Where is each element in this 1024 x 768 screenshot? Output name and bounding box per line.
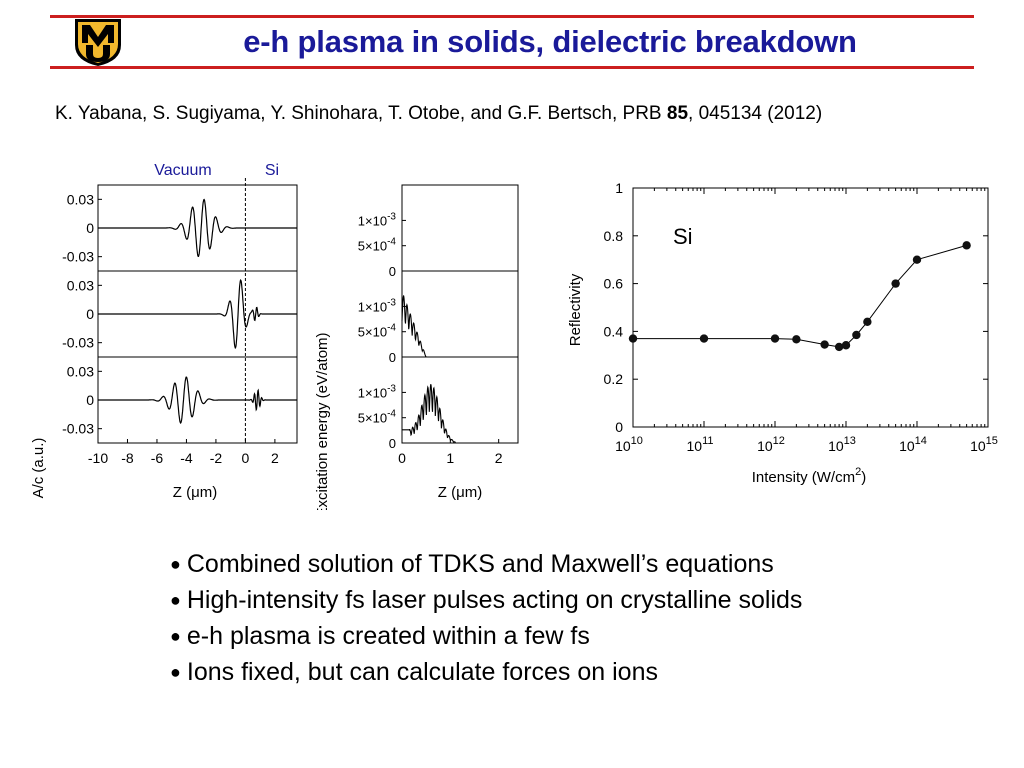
c3-ytick-label: 0.6: [604, 276, 624, 292]
c2-ytick-label: 0: [389, 350, 396, 365]
c2-xtick-label: 1: [446, 450, 454, 466]
c3-ytick-label: 0.8: [604, 228, 624, 244]
c1-xtick-label: -8: [121, 450, 134, 466]
bottom-rule: [50, 66, 974, 69]
citation-pages-year: , 045134 (2012): [688, 103, 823, 124]
c1-series-line: [98, 198, 297, 257]
c1-series-line: [98, 376, 297, 424]
c3-ytick-label: 0: [615, 419, 623, 435]
c1-xtick-label: -2: [210, 450, 223, 466]
c1-xtick-label: -10: [88, 450, 108, 466]
c3-data-point: [912, 255, 922, 264]
citation-authors: K. Yabana, S. Sugiyama, Y. Shinohara, T.…: [55, 103, 667, 124]
c1-ytick-label: 0: [86, 306, 94, 322]
c3-xtick-label: 1012: [757, 435, 785, 454]
excitation-energy-chart: 1×10-35×10-401×10-35×10-401×10-35×10-400…: [314, 184, 519, 510]
c3-xtick-label: 1013: [828, 435, 856, 454]
c2-ytick-label: 1×10-3: [358, 383, 397, 400]
c3-ytick-label: 0.2: [604, 371, 624, 387]
bullet-dot-icon: ●: [170, 554, 181, 574]
c1-ytick-label: -0.03: [62, 335, 94, 351]
c1-ylabel: A/c (a.u.): [30, 438, 47, 499]
c3-ylabel: Reflectivity: [567, 273, 584, 346]
c1-ytick-label: 0: [86, 220, 94, 236]
c1-ytick-label: -0.03: [62, 421, 94, 437]
c1-xlabel: Z (μm): [173, 484, 217, 501]
citation-volume: 85: [666, 103, 689, 124]
c3-xtick-label: 1015: [970, 435, 998, 454]
university-logo: [75, 19, 121, 66]
c2-ylabel: Excitation energy (eV/atom): [314, 332, 331, 510]
c2-ytick-label: 5×10-4: [358, 409, 397, 426]
c3-xtick-label: 1011: [687, 435, 714, 454]
c3-xtick-label: 1010: [615, 435, 643, 454]
c2-ytick-label: 5×10-4: [358, 237, 397, 254]
c2-xlabel: Z (μm): [438, 484, 482, 501]
c2-ytick-label: 0: [389, 264, 396, 279]
c2-series-line: [401, 295, 518, 358]
c2-panel-frame: [401, 184, 519, 272]
bullet-dot-icon: ●: [170, 662, 181, 682]
c1-xtick-label: 0: [242, 450, 250, 466]
citation: K. Yabana, S. Sugiyama, Y. Shinohara, T.…: [55, 103, 822, 125]
c3-data-point: [891, 279, 900, 288]
bullet-dot-icon: ●: [170, 626, 181, 646]
c2-ytick-label: 1×10-3: [358, 297, 397, 314]
top-rule: [50, 15, 974, 18]
c3-data-point: [834, 342, 844, 352]
c3-data-point: [962, 241, 971, 250]
c3-ytick-label: 0.4: [604, 323, 624, 339]
c3-xlabel: Intensity (W/cm2): [752, 466, 866, 486]
c3-data-point: [863, 317, 872, 327]
c3-ytick-label: 1: [615, 180, 623, 196]
c3-plot-frame: [632, 187, 989, 428]
region-label-si: Si: [265, 162, 279, 179]
vector-potential-chart: Vacuum Si 0.03 0 -0.03 0.03 0 -0.03 0.03 0 -0.03…: [30, 162, 298, 501]
c3-data-point: [820, 340, 829, 349]
bullet-item: ● High-intensity fs laser pulses acting o…: [170, 586, 803, 614]
bullet-item: ● e-h plasma is created within a few fs: [170, 622, 590, 650]
c1-ytick-label: 0: [86, 392, 94, 408]
page-title: e-h plasma in solids, dielectric breakdo…: [243, 24, 857, 59]
c2-panel-frame: [401, 356, 519, 444]
bullet-item: ● Ions fixed, but can calculate forces on…: [170, 658, 658, 686]
c2-xtick-label: 0: [398, 450, 406, 466]
c2-xtick-label: 2: [495, 450, 503, 466]
c3-data-point: [628, 334, 638, 343]
reflectivity-chart: 0 0.2 0.4 0.6 0.8 1 1010 1011 1012 1013 1014 1015 S…: [567, 180, 998, 486]
c3-data-point: [792, 335, 801, 344]
c2-series-line: [402, 383, 518, 444]
bullet-list: ● Combined solution of TDKS and Maxwell’s…: [170, 547, 802, 691]
c1-xtick-label: -4: [180, 450, 193, 466]
c3-data-point: [770, 334, 780, 343]
bullet-dot-icon: ●: [170, 590, 181, 610]
c3-data-point: [841, 341, 851, 350]
c1-ytick-label: 0.03: [67, 191, 94, 207]
region-label-vacuum: Vacuum: [154, 162, 212, 179]
c1-xtick-label: 2: [271, 450, 279, 466]
bullet-item: ● Combined solution of TDKS and Maxwell’s…: [170, 550, 774, 578]
c2-ytick-label: 5×10-4: [358, 323, 397, 340]
c1-ytick-label: 0.03: [67, 277, 94, 293]
c3-data-point: [699, 334, 709, 343]
c3-data-point: [852, 330, 861, 340]
c1-ytick-label: -0.03: [62, 249, 94, 265]
c2-ytick-label: 1×10-3: [358, 211, 397, 228]
c3-xtick-label: 1014: [899, 435, 927, 454]
c1-series-line: [98, 278, 297, 350]
c3-annotation: Si: [673, 224, 693, 249]
c1-ytick-label: 0.03: [67, 363, 94, 379]
c2-ytick-label: 0: [389, 436, 396, 451]
c1-xtick-label: -6: [151, 450, 164, 466]
